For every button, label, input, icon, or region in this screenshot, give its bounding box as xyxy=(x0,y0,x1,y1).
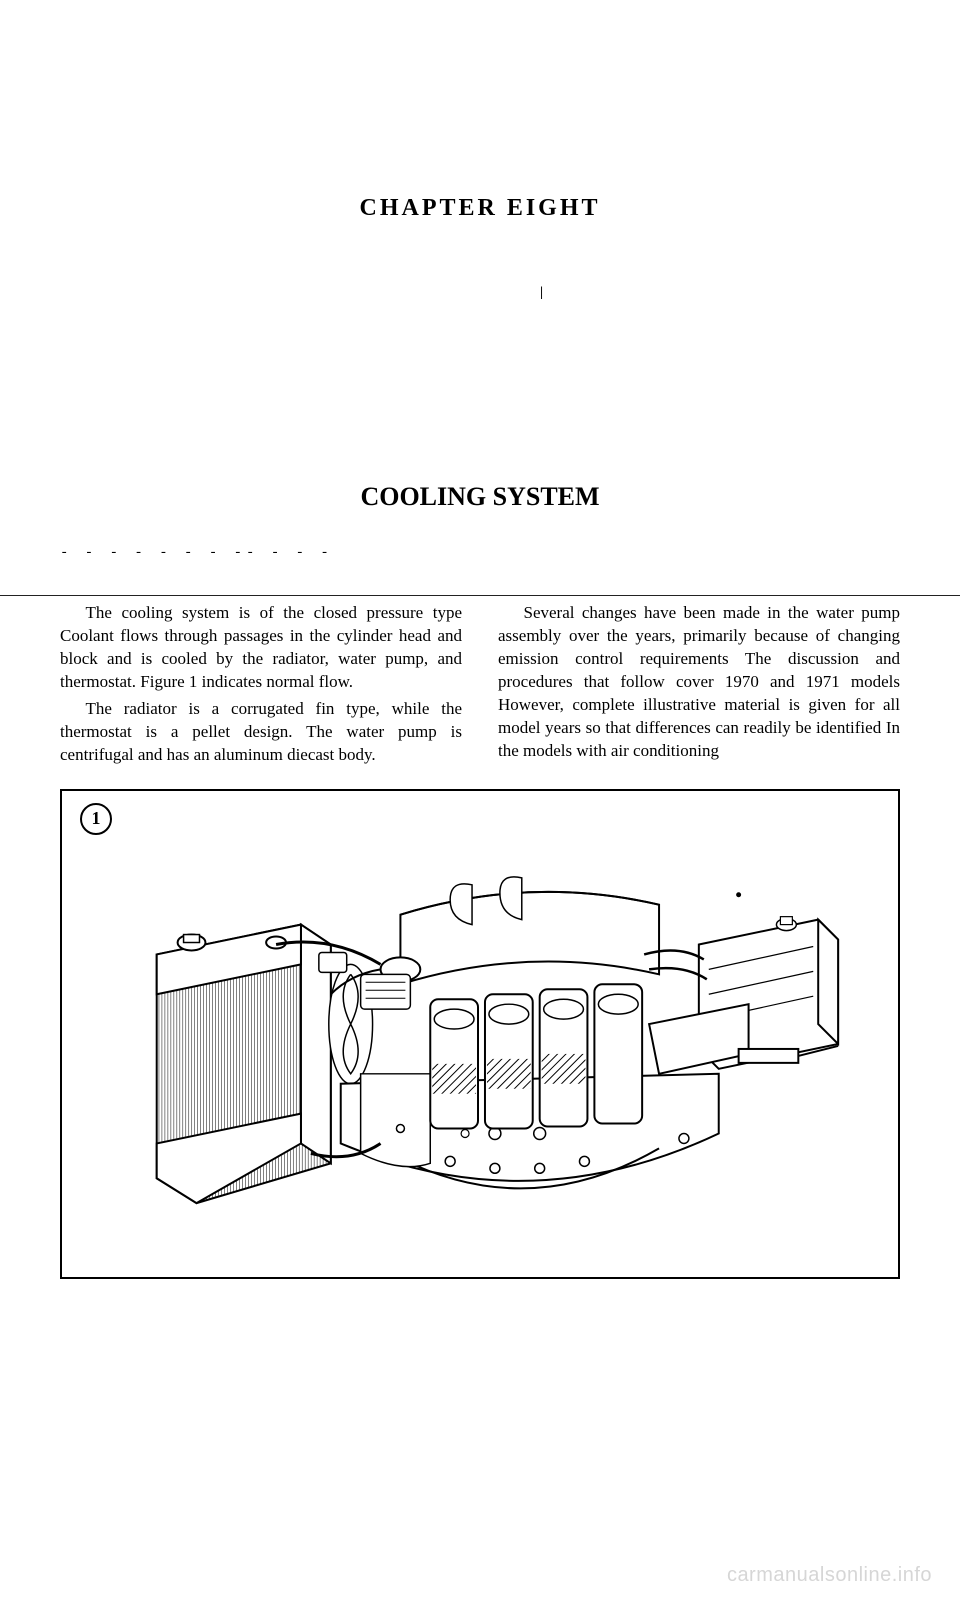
top-tick-mark: | xyxy=(540,285,543,301)
right-column: Several changes have been made in the wa… xyxy=(498,602,900,771)
left-p1: The cooling system is of the closed pres… xyxy=(60,602,462,694)
left-column: The cooling system is of the closed pres… xyxy=(60,602,462,771)
body-columns: The cooling system is of the closed pres… xyxy=(60,602,900,771)
dash-row: - - - - - - - -- - - - xyxy=(60,545,900,561)
right-p1: Several changes have been made in the wa… xyxy=(498,602,900,763)
dash-text: - - - - - - - -- - - - xyxy=(60,545,333,561)
radiator-icon xyxy=(157,924,331,1203)
page: | CHAPTER EIGHT - - - - - - - -- - - - C… xyxy=(0,195,960,1609)
horizontal-rule xyxy=(0,595,960,596)
watermark-text: carmanualsonline.info xyxy=(727,1564,932,1587)
chapter-heading: CHAPTER EIGHT xyxy=(60,195,900,222)
engine-diagram xyxy=(102,821,858,1257)
section-title: COOLING SYSTEM xyxy=(60,482,900,512)
left-p2: The radiator is a corrugated fin type, w… xyxy=(60,698,462,767)
figure-1-box: 1 xyxy=(60,789,900,1279)
